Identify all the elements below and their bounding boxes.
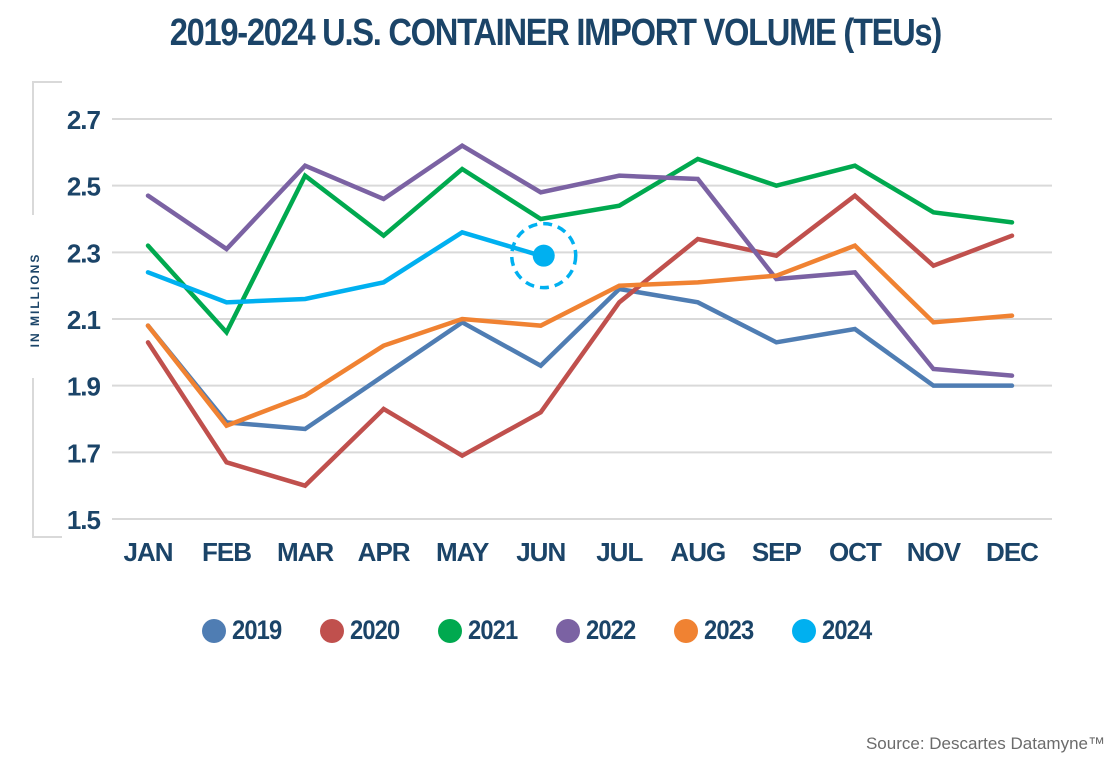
line-chart: 2.7 2.5 2.3 2.1 1.9 1.7 1.5 JAN FEB MAR APR MAY JUN… xyxy=(28,81,1052,567)
series-line-2021 xyxy=(145,156,1015,337)
gridlines xyxy=(112,118,1052,520)
x-tick-label: NOV xyxy=(907,537,962,567)
y-tick-label: 2.1 xyxy=(67,305,101,335)
legend-label: 2021 xyxy=(467,615,518,645)
legend-swatch xyxy=(674,618,699,643)
x-tick-label: FEB xyxy=(202,537,251,567)
highlight-point xyxy=(532,244,555,267)
y-tick-label: 2.3 xyxy=(67,238,101,268)
chart-title: 2019-2024 U.S. CONTAINER IMPORT VOLUME (… xyxy=(169,12,942,54)
x-tick-label: JAN xyxy=(123,537,172,567)
source-note: Source: Descartes Datamyne™ xyxy=(865,734,1105,753)
legend-item-2019: 2019 xyxy=(201,615,288,646)
bracket-bottom xyxy=(32,378,62,538)
y-tick-label: 1.9 xyxy=(67,372,101,402)
y-tick-label: 2.7 xyxy=(67,105,101,135)
annotations xyxy=(509,221,578,290)
x-tick-label: MAR xyxy=(277,537,334,567)
x-tick-labels: JAN FEB MAR APR MAY JUN JUL AUG SEP OCT NOV DEC xyxy=(123,537,1040,567)
x-tick-label: DEC xyxy=(986,537,1039,567)
legend-swatch xyxy=(201,618,226,643)
series-line-2020 xyxy=(145,192,1015,489)
y-axis-bracket xyxy=(32,81,62,538)
legend-swatch xyxy=(319,618,344,643)
legend-item-2023: 2023 xyxy=(674,615,760,646)
x-tick-label: AUG xyxy=(670,537,725,567)
y-tick-label: 2.5 xyxy=(67,172,101,202)
highlight-ring xyxy=(509,221,578,290)
x-tick-label: JUL xyxy=(596,537,643,567)
legend-item-2022: 2022 xyxy=(556,615,642,646)
legend-label: 2019 xyxy=(231,615,282,645)
x-tick-label: MAY xyxy=(436,537,489,567)
bracket-top xyxy=(32,81,62,215)
y-tick-label: 1.5 xyxy=(67,505,101,535)
y-tick-label: 1.7 xyxy=(67,438,101,468)
legend-label: 2024 xyxy=(822,615,872,645)
y-axis-label: IN MILLIONS xyxy=(28,253,42,348)
legend-label: 2022 xyxy=(586,615,636,645)
legend-label: 2023 xyxy=(704,615,754,645)
x-tick-label: APR xyxy=(358,537,411,567)
legend: 2019 2020 2021 2022 2023 2024 xyxy=(0,615,1080,646)
series-line-2022 xyxy=(145,143,1015,378)
y-tick-labels: 2.7 2.5 2.3 2.1 1.9 1.7 1.5 xyxy=(67,105,102,535)
series-line-2024 xyxy=(145,229,543,305)
legend-swatch xyxy=(556,618,580,643)
legend-item-2021: 2021 xyxy=(437,615,524,646)
x-tick-label: JUN xyxy=(516,537,565,567)
x-tick-label: SEP xyxy=(752,537,802,567)
legend-item-2020: 2020 xyxy=(319,615,406,646)
series-line-2023 xyxy=(145,243,1015,429)
legend-swatch xyxy=(437,618,462,643)
x-tick-label: OCT xyxy=(829,537,882,567)
series-line-2019 xyxy=(145,286,1015,432)
legend-swatch xyxy=(792,618,817,643)
legend-item-2024: 2024 xyxy=(792,615,878,646)
series-lines xyxy=(145,143,1015,489)
legend-label: 2020 xyxy=(349,615,400,645)
